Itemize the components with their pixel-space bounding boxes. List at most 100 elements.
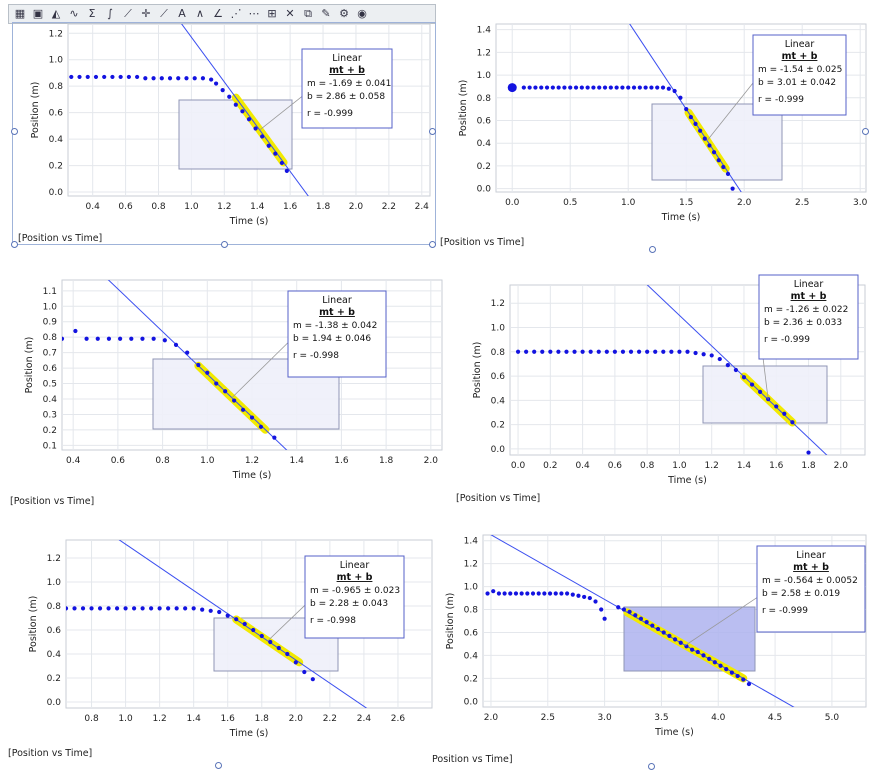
data-point bbox=[540, 349, 545, 354]
data-point bbox=[582, 594, 587, 600]
y-tick-label: 0.6 bbox=[47, 626, 62, 636]
chart-caption: [Position vs Time] bbox=[8, 748, 93, 759]
x-tick-label: 2.5 bbox=[541, 713, 555, 723]
fit-correlation: r = -0.999 bbox=[758, 95, 804, 105]
data-point bbox=[259, 633, 264, 639]
connect-points-icon[interactable]: ⋯ bbox=[248, 7, 260, 20]
zoom-icon[interactable]: ⊞ bbox=[267, 7, 277, 20]
y-tick-label: 1.2 bbox=[49, 29, 63, 39]
x-tick-label: 2.5 bbox=[795, 198, 809, 208]
resize-handle[interactable] bbox=[429, 128, 436, 135]
x-tick-label: 2.0 bbox=[484, 713, 499, 723]
data-point bbox=[591, 85, 596, 90]
copy-icon[interactable]: ⧉ bbox=[304, 7, 312, 20]
chart-caption: [Position vs Time] bbox=[440, 237, 525, 248]
annotation-text-icon[interactable]: A bbox=[178, 7, 186, 20]
y-tick-label: 1.4 bbox=[477, 26, 492, 36]
data-point bbox=[645, 349, 650, 354]
data-point bbox=[233, 102, 238, 107]
data-point bbox=[548, 349, 553, 354]
sigma-statistics-icon[interactable]: Σ bbox=[88, 7, 96, 20]
interpolate-icon[interactable]: ⋰ bbox=[230, 7, 242, 20]
x-tick-label: 1.0 bbox=[118, 714, 133, 724]
fit-range-rectangle bbox=[651, 103, 783, 181]
fit-title: Linear bbox=[322, 295, 352, 306]
fit-slope: m = -1.38 ± 0.042 bbox=[293, 321, 377, 331]
x-tick-label: 1.8 bbox=[801, 461, 816, 471]
tangent-icon[interactable]: ⟋ bbox=[160, 7, 168, 20]
fill-icon[interactable]: ◭ bbox=[51, 7, 61, 20]
data-point bbox=[568, 85, 573, 90]
resize-handle[interactable] bbox=[648, 763, 655, 770]
x-tick-label: 1.4 bbox=[737, 461, 752, 471]
x-axis-label: Time (s) bbox=[667, 475, 707, 486]
data-point bbox=[273, 151, 278, 156]
linear-fit-icon[interactable]: ⟋ bbox=[124, 7, 132, 20]
resize-handle[interactable] bbox=[221, 241, 228, 248]
data-point bbox=[157, 606, 162, 611]
data-point bbox=[240, 407, 246, 412]
fit-equation: mt + b bbox=[319, 307, 355, 318]
data-point bbox=[608, 85, 613, 90]
data-point bbox=[644, 620, 649, 625]
fit-correlation: r = -0.999 bbox=[764, 335, 810, 345]
eye-icon[interactable]: ◉ bbox=[357, 7, 367, 20]
x-axis-label: Time (s) bbox=[661, 212, 701, 223]
display-options-icon[interactable]: ▣ bbox=[32, 7, 44, 20]
y-tick-label: 0.0 bbox=[47, 698, 62, 708]
x-tick-label: 0.2 bbox=[543, 461, 557, 471]
linear-fit-line bbox=[646, 285, 828, 455]
y-tick-label: 0.2 bbox=[491, 421, 505, 431]
data-point bbox=[716, 158, 721, 163]
data-point bbox=[725, 363, 730, 368]
data-point bbox=[491, 589, 496, 594]
examine-crosshair-icon[interactable]: ✛ bbox=[141, 7, 151, 20]
y-tick-label: 0.2 bbox=[464, 674, 478, 684]
data-point bbox=[616, 605, 621, 610]
y-tick-label: 1.2 bbox=[491, 299, 505, 309]
x-tick-label: 2.2 bbox=[382, 202, 396, 212]
linear-fit-box bbox=[752, 34, 847, 116]
resize-handle[interactable] bbox=[11, 241, 18, 248]
derivative-icon[interactable]: ∧ bbox=[195, 7, 205, 20]
data-point bbox=[790, 420, 795, 425]
data-point bbox=[151, 76, 156, 81]
annotation-leader bbox=[706, 82, 754, 141]
curve-fit-icon[interactable]: ∿ bbox=[69, 7, 79, 20]
gear-icon[interactable]: ⚙ bbox=[339, 7, 349, 20]
integral-area-icon[interactable]: ∫ bbox=[107, 7, 113, 20]
y-tick-label: 0.0 bbox=[49, 188, 64, 198]
slope-icon[interactable]: ∠ bbox=[213, 7, 223, 20]
data-point bbox=[77, 74, 82, 80]
resize-handle[interactable] bbox=[11, 128, 18, 135]
x-tick-label: 0.0 bbox=[511, 461, 526, 471]
data-point bbox=[672, 88, 677, 94]
y-tick-label: 0.6 bbox=[49, 109, 64, 119]
x-tick-label: 2.6 bbox=[391, 714, 406, 724]
linear-fit-box bbox=[287, 290, 387, 378]
y-axis-label: Position (m) bbox=[458, 80, 469, 137]
fit-intercept: b = 1.94 ± 0.046 bbox=[293, 334, 371, 344]
data-point bbox=[544, 85, 550, 90]
resize-handle[interactable] bbox=[429, 241, 436, 248]
y-tick-label: 0.0 bbox=[477, 185, 492, 195]
resize-handle[interactable] bbox=[649, 246, 656, 253]
y-tick-label: 0.8 bbox=[464, 606, 479, 616]
table-view-icon[interactable]: ▦ bbox=[14, 7, 26, 20]
y-axis-label: Position (m) bbox=[472, 342, 483, 399]
data-point bbox=[782, 411, 787, 416]
data-point bbox=[626, 85, 631, 90]
delete-icon[interactable]: ✕ bbox=[285, 7, 295, 20]
resize-handle[interactable] bbox=[862, 128, 869, 135]
data-point bbox=[542, 591, 547, 596]
chart-caption: [Position vs Time] bbox=[18, 233, 103, 244]
y-tick-label: 1.4 bbox=[464, 537, 479, 547]
data-point bbox=[758, 389, 763, 394]
resize-handle[interactable] bbox=[215, 762, 222, 769]
data-point bbox=[587, 595, 592, 601]
data-point bbox=[741, 677, 746, 682]
pin-icon[interactable]: ✎ bbox=[321, 7, 331, 20]
data-point bbox=[232, 398, 237, 403]
y-tick-label: 0.4 bbox=[49, 135, 64, 145]
data-point bbox=[502, 591, 507, 596]
